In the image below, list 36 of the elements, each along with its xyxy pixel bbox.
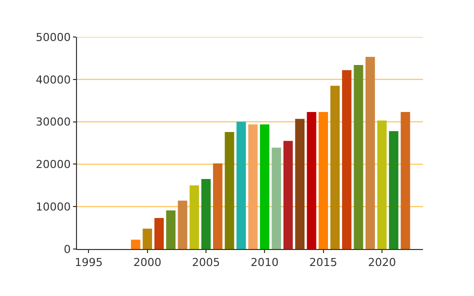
bar [388,131,398,249]
y-tick-label: 0 [64,242,71,256]
bar [154,218,164,249]
bar [295,118,305,249]
y-tick-label: 10000 [36,200,71,214]
bar [248,124,258,249]
bar [283,140,293,249]
x-tick-label: 2015 [309,256,338,270]
bar [377,120,387,249]
bar [201,179,211,249]
bar [142,228,152,249]
bar [366,56,375,249]
bar [400,112,410,249]
x-tick-label: 2010 [250,256,279,270]
bar [272,148,282,249]
bar [130,240,140,249]
bar [318,112,328,249]
bar [224,132,234,249]
bar [178,200,188,249]
bar [166,210,176,249]
bar [306,112,316,249]
x-tick-label: 2020 [368,256,396,270]
bar [236,122,246,249]
y-tick-label: 20000 [36,158,71,172]
y-tick-label: 40000 [36,73,71,86]
bar [190,185,199,249]
x-tick-label: 2005 [192,256,220,270]
bar [330,86,340,249]
bar [260,124,270,249]
x-tick-label: 2000 [133,256,162,270]
y-tick-label: 50000 [36,30,71,44]
bar [354,64,364,249]
x-tick-label: 1995 [74,256,103,270]
bar [213,163,222,249]
y-tick-label: 30000 [36,116,71,129]
bar [342,70,352,249]
